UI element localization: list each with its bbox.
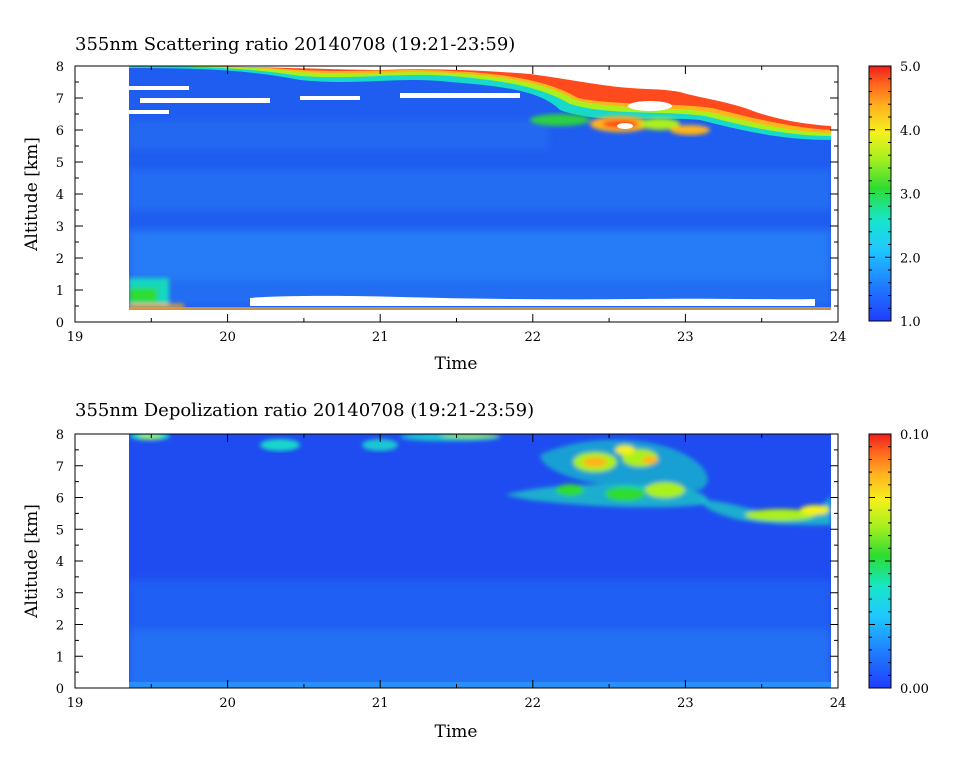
y-tick-label: 4 — [56, 188, 64, 203]
colorbar-tick-label: 2.0 — [900, 251, 921, 266]
panel1-cloud-white — [129, 66, 831, 126]
y-tick-label: 7 — [56, 92, 64, 107]
y-tick-label: 3 — [56, 220, 64, 235]
y-tick-label: 2 — [56, 619, 64, 634]
panel1-colorbar-ticks: 1.0 2.0 3.0 4.0 5.0 — [869, 60, 921, 330]
panel2-xlabel: Time — [435, 722, 478, 742]
x-tick-label: 20 — [219, 696, 236, 711]
y-tick-label: 3 — [56, 587, 64, 602]
x-tick-label: 24 — [830, 696, 847, 711]
colorbar-tick-label: 3.0 — [900, 188, 921, 203]
y-tick-label: 6 — [56, 124, 64, 139]
y-tick-label: 7 — [56, 460, 64, 475]
y-tick-label: 6 — [56, 492, 64, 507]
panel2-cirrus-lower — [745, 509, 815, 521]
x-tick-label: 20 — [219, 330, 236, 345]
panel2-title: 355nm Depolization ratio 20140708 (19:21… — [75, 400, 534, 421]
y-tick-label: 1 — [56, 650, 64, 665]
x-tick-label: 23 — [677, 330, 694, 345]
colorbar-tick-label: 1.0 — [900, 315, 921, 330]
panel2-nodata-left — [75, 434, 129, 688]
colorbar-tick-label: 5.0 — [900, 60, 921, 75]
x-tick-label: 23 — [677, 696, 694, 711]
x-tick-label: 22 — [525, 330, 542, 345]
panel2-ylabel: Altitude [km] — [22, 504, 42, 619]
y-tick-label: 5 — [56, 156, 64, 171]
y-tick-label: 8 — [56, 60, 64, 75]
colorbar-tick-label: 0.00 — [900, 682, 929, 697]
panel1-nodata-left — [75, 66, 129, 322]
panel1-xlabel: Time — [435, 354, 478, 374]
panel1-surface-gap — [250, 295, 815, 306]
x-tick-label: 21 — [372, 696, 389, 711]
x-tick-label: 19 — [67, 696, 84, 711]
colorbar-tick-label: 0.10 — [900, 428, 929, 443]
y-tick-label: 0 — [56, 682, 64, 697]
panel2-colorbar-ticks: 0.00 0.10 — [869, 428, 929, 697]
panel2-cirrus-middle — [556, 484, 584, 496]
y-tick-label: 8 — [56, 428, 64, 443]
x-tick-label: 22 — [525, 696, 542, 711]
y-tick-label: 0 — [56, 316, 64, 331]
y-tick-label: 1 — [56, 284, 64, 299]
panel1-title: 355nm Scattering ratio 20140708 (19:21-2… — [75, 34, 515, 55]
x-tick-label: 24 — [830, 330, 847, 345]
y-tick-label: 4 — [56, 555, 64, 570]
panel1-ylabel: Altitude [km] — [22, 137, 42, 252]
y-tick-label: 2 — [56, 252, 64, 267]
x-tick-label: 19 — [67, 330, 84, 345]
colorbar-tick-label: 4.0 — [900, 124, 921, 139]
x-tick-label: 21 — [372, 330, 389, 345]
panel1-aerosol-layer — [129, 278, 184, 308]
panel2-heatmap — [75, 434, 838, 688]
panel1-heatmap — [75, 66, 838, 322]
y-tick-label: 5 — [56, 523, 64, 538]
